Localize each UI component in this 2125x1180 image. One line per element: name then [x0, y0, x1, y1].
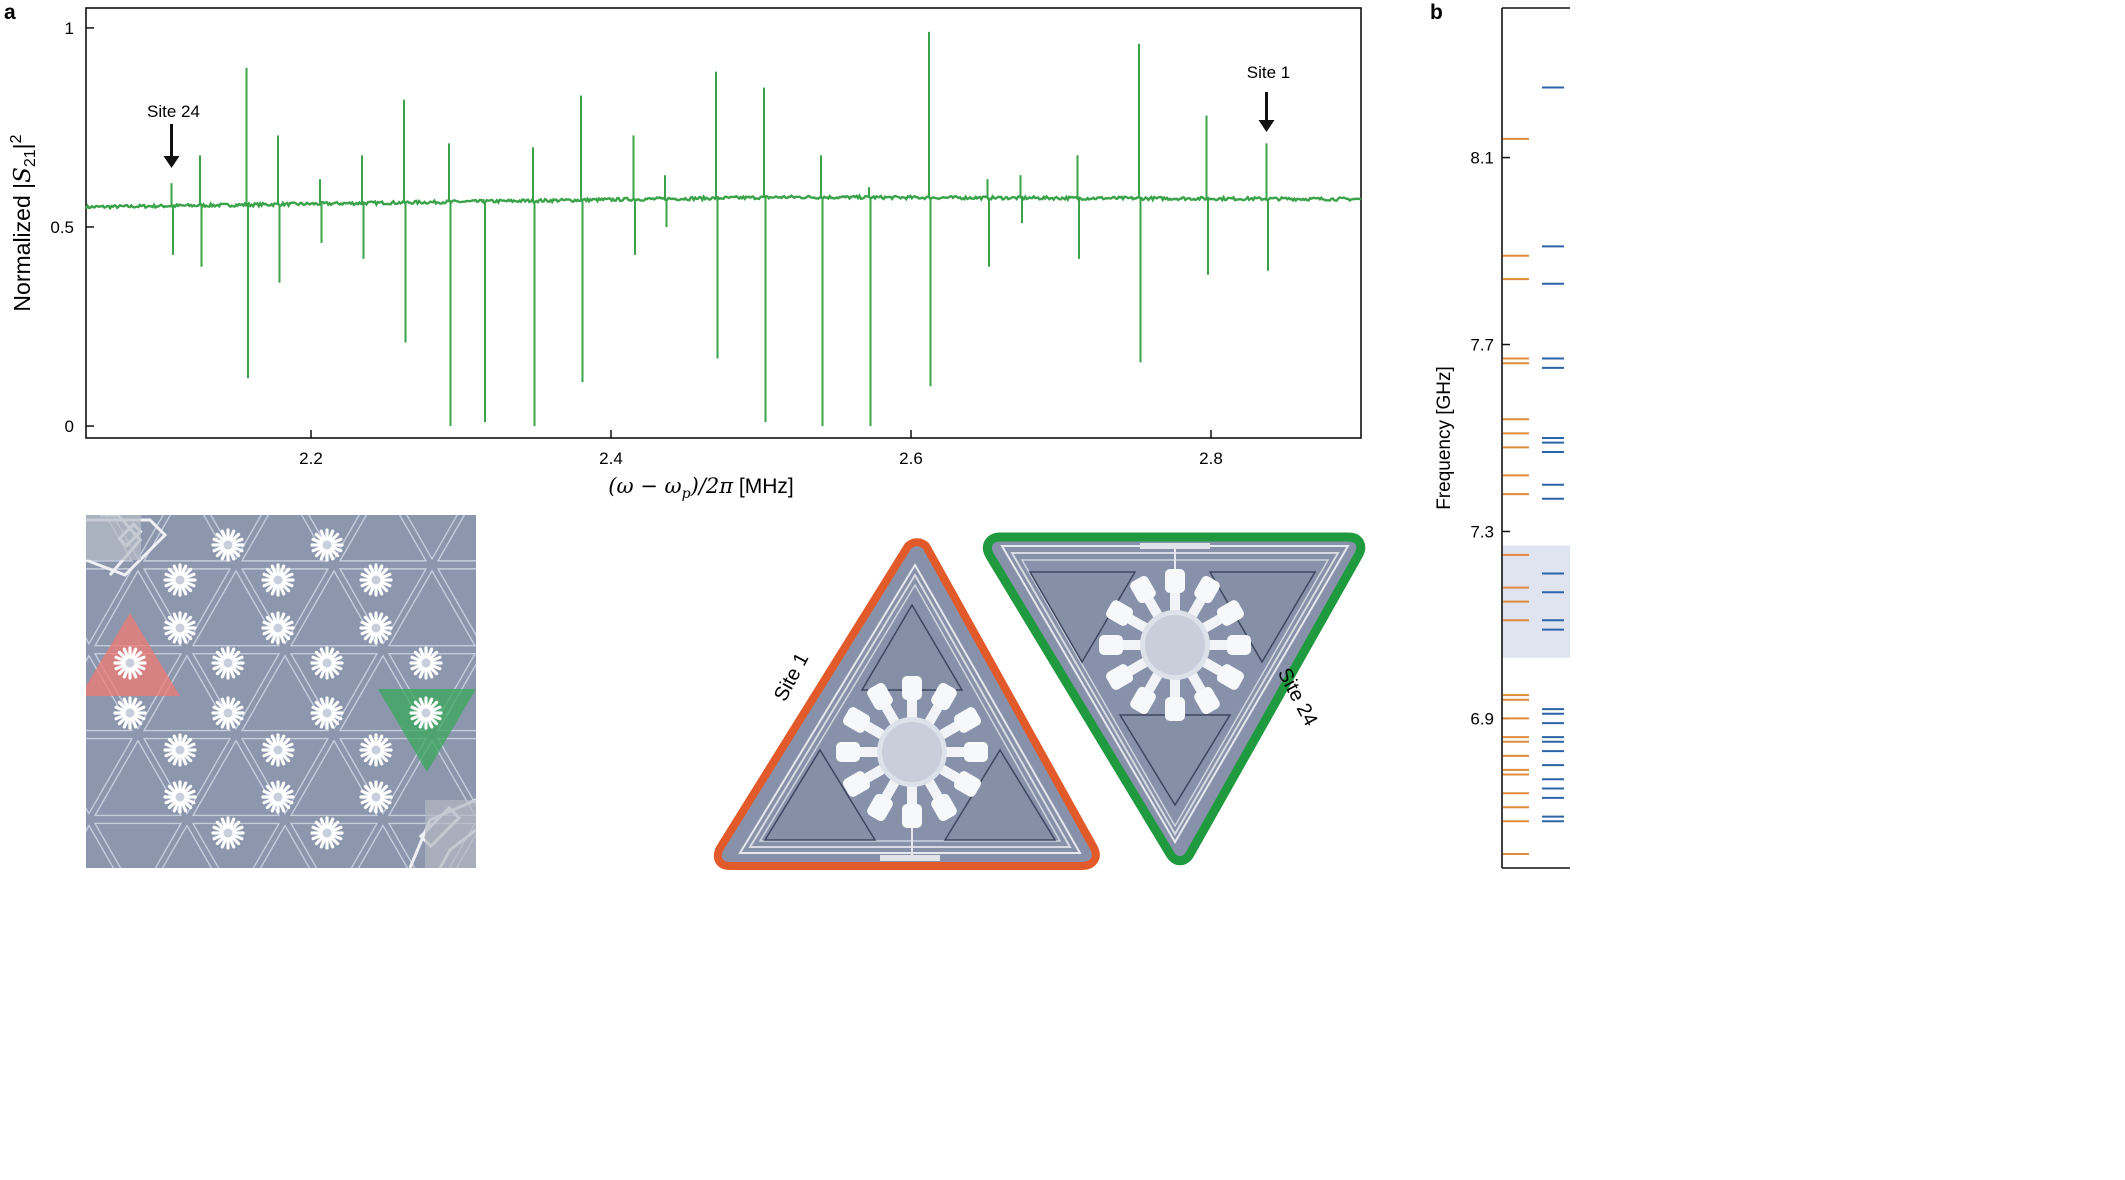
y-tick-label: 1	[65, 19, 74, 38]
resonator-pad	[938, 707, 981, 740]
level-y-tick-label: 7.7	[1470, 336, 1494, 355]
site-annotation-label: Site 1	[1247, 63, 1290, 82]
spectrum-y-ticks: 00.51	[50, 19, 94, 436]
site-annotation-label: Site 24	[147, 102, 200, 121]
level-y-tick-label: 6.9	[1470, 709, 1494, 728]
frequency-levels-plot: 6.9 7.3 7.7 8.1 Frequency [GHz]	[1434, 7, 1570, 869]
resonator-star	[261, 733, 295, 767]
resonator-pad	[836, 742, 878, 762]
resonator-star	[211, 646, 245, 680]
resonator-star	[409, 646, 443, 680]
resonator-pad	[924, 683, 957, 726]
x-tick-label: 2.6	[899, 449, 923, 468]
resonator-pad	[902, 786, 922, 828]
resonator-pad	[1187, 576, 1220, 619]
resonator-star	[211, 528, 245, 562]
resonator-pad	[1209, 635, 1251, 655]
resonator-star	[113, 646, 147, 680]
resonator-star	[310, 528, 344, 562]
levels-y-axis-label: Frequency [GHz]	[1434, 366, 1455, 510]
x-tick-label: 2.2	[299, 449, 323, 468]
resonator-pad	[1165, 679, 1185, 721]
resonator-pad	[1099, 635, 1141, 655]
site24-micrograph	[982, 532, 1366, 866]
levels-marks	[1503, 86, 1564, 855]
resonator-star	[163, 733, 197, 767]
resonator-pad	[1106, 657, 1149, 690]
y-tick-label: 0	[65, 417, 74, 436]
resonator-star	[310, 816, 344, 850]
site1-label: Site 1	[770, 649, 813, 704]
resonator-star	[359, 733, 393, 767]
resonator-pad	[938, 764, 981, 797]
level-y-tick-label: 7.3	[1470, 522, 1494, 541]
resonator-pad	[1201, 657, 1244, 690]
resonator-pad	[867, 778, 900, 821]
resonator-star	[163, 780, 197, 814]
panel-label-a: a	[4, 1, 16, 24]
resonator-pad	[1201, 600, 1244, 633]
spectrum-annotations: Site 24 Site 1	[147, 63, 1290, 168]
resonator-pad	[843, 707, 886, 740]
x-tick-label: 2.8	[1199, 449, 1223, 468]
resonator-star	[310, 696, 344, 730]
resonator-pad	[1106, 600, 1149, 633]
resonator-pad	[924, 778, 957, 821]
spectrum-plot-frame	[85, 7, 1362, 439]
site-annotation-arrow-head	[1258, 120, 1275, 132]
spectrum-x-axis-label: (ω − ωp)/2π [MHz]	[608, 474, 793, 502]
levels-y-ticks: 6.9 7.3 7.7 8.1	[1470, 149, 1510, 728]
resonator-pad	[902, 676, 922, 718]
resonator-star	[163, 611, 197, 645]
resonator-pad	[867, 683, 900, 726]
spectrum-x-ticks: 2.2 2.4 2.6 2.8	[299, 430, 1223, 468]
resonator-star	[261, 611, 295, 645]
resonator-star	[261, 563, 295, 597]
panel-label-b: b	[1430, 1, 1443, 24]
resonator-star	[359, 780, 393, 814]
resonator-star	[310, 646, 344, 680]
resonator-star	[359, 563, 393, 597]
site24-highlight	[378, 689, 476, 772]
resonator-pad	[1165, 569, 1185, 611]
lattice-micrograph	[86, 515, 476, 868]
x-tick-label: 2.4	[599, 449, 623, 468]
site1-micrograph	[713, 538, 1100, 870]
resonator-star	[113, 696, 147, 730]
resonator-pad	[1187, 671, 1220, 714]
resonator-pad	[843, 764, 886, 797]
resonator-star	[359, 611, 393, 645]
site-annotation-arrow-head	[163, 156, 180, 168]
level-y-tick-label: 8.1	[1470, 149, 1494, 168]
resonator-star	[409, 696, 443, 730]
resonator-star	[163, 563, 197, 597]
resonator-pad	[1130, 671, 1163, 714]
resonator-pad	[946, 742, 988, 762]
resonator-star	[261, 780, 295, 814]
spectrum-y-axis-label: Normalized |S21|2	[8, 134, 39, 311]
spectrum-trace	[84, 31, 1362, 427]
resonator-star	[211, 696, 245, 730]
resonator-star	[211, 816, 245, 850]
y-tick-label: 0.5	[50, 218, 74, 237]
resonator-pad	[1130, 576, 1163, 619]
spectrum-baseline	[84, 193, 1362, 211]
